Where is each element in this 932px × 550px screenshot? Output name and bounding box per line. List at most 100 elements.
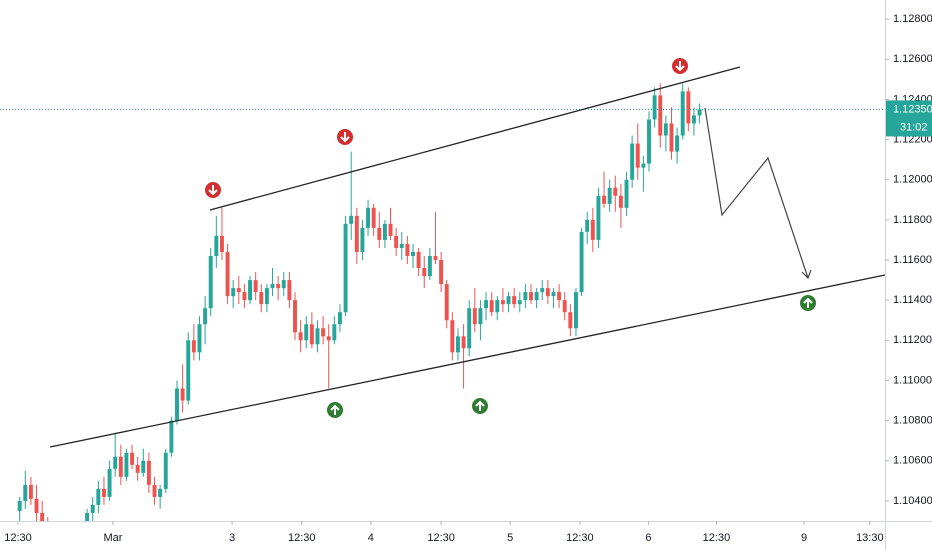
candle-body: [635, 143, 640, 168]
sell-signal: [337, 129, 353, 145]
candle-body: [489, 300, 494, 313]
candle-body: [433, 255, 438, 260]
candle-body: [444, 284, 449, 321]
candle-body: [17, 500, 22, 511]
candle-body: [349, 215, 354, 224]
plot-area: [0, 83, 885, 521]
candle-body: [697, 109, 702, 116]
candle-body: [343, 223, 348, 313]
x-tick-label: 12:30: [4, 532, 32, 544]
y-tick-label: 1.12800: [893, 13, 932, 25]
candle-body: [545, 288, 550, 297]
candle-body: [394, 235, 399, 248]
last-price-box: [886, 100, 932, 137]
candle-body: [534, 292, 539, 301]
x-tick-label: 9: [801, 532, 807, 544]
candle-body: [652, 95, 657, 120]
candle-body: [96, 488, 101, 505]
candle-body: [568, 312, 573, 329]
candle-body: [399, 243, 404, 248]
candle-body: [484, 300, 489, 309]
candle-body: [214, 235, 219, 256]
candle-body: [175, 388, 179, 421]
candle-body: [293, 300, 297, 333]
candle-body: [663, 123, 668, 136]
x-tick-label: 12:30: [288, 532, 316, 544]
candle-body: [225, 251, 230, 297]
drawings: [49, 58, 886, 448]
candle-body: [523, 292, 528, 301]
candle-body: [287, 280, 292, 301]
sell-signal: [672, 58, 688, 74]
x-tick-label: 13:30: [856, 532, 884, 544]
candle-body: [551, 292, 556, 297]
candle-body: [467, 308, 472, 349]
y-tick-label: 1.11200: [893, 334, 932, 346]
x-tick-label: 4: [368, 532, 374, 544]
y-tick-label: 1.10800: [893, 415, 932, 427]
candle-body: [191, 340, 196, 353]
countdown-label: 31:02: [900, 121, 928, 133]
y-tick-label: 1.11600: [893, 254, 932, 266]
candle-body: [158, 488, 163, 497]
candle-body: [579, 231, 584, 293]
candle-body: [607, 187, 612, 204]
candle-body: [691, 115, 696, 124]
x-tick-label: 6: [645, 532, 651, 544]
candle-body: [337, 312, 342, 325]
candle-body: [680, 91, 685, 136]
candle-body: [624, 179, 629, 208]
candle-body: [455, 336, 460, 353]
candle-body: [377, 227, 382, 240]
candle-body: [259, 292, 264, 305]
candle-body: [422, 268, 427, 277]
candle-body: [321, 328, 326, 337]
candle-body: [253, 280, 258, 293]
candle-body: [630, 143, 635, 180]
candle-body: [141, 460, 146, 473]
candle-body: [152, 484, 157, 497]
candle-body: [602, 195, 607, 204]
candle-body: [304, 324, 309, 341]
candle-body: [517, 300, 522, 305]
y-tick-label: 1.12600: [893, 53, 932, 65]
candle-body: [186, 340, 191, 401]
candle-body: [231, 288, 236, 297]
candle-body: [585, 219, 590, 232]
candle-body: [236, 288, 241, 293]
y-tick-label: 1.10400: [893, 495, 932, 507]
candle-body: [529, 292, 533, 301]
candle-body: [281, 280, 286, 289]
candle-body: [686, 91, 691, 124]
candle-body: [101, 488, 106, 497]
x-tick-label: 12:30: [427, 532, 455, 544]
candle-body: [647, 119, 651, 164]
sell-signal: [205, 182, 221, 198]
candle-body: [512, 296, 517, 305]
y-tick-label: 1.12200: [893, 133, 932, 145]
candle-body: [427, 255, 432, 277]
candle-body: [219, 235, 224, 252]
candle-body: [495, 300, 500, 313]
candle-body: [90, 504, 95, 513]
lower-trendline: [49, 274, 886, 448]
y-tick-label: 1.10600: [893, 455, 932, 467]
candle-body: [203, 308, 208, 325]
candle-body: [382, 223, 387, 240]
candle-body: [540, 288, 545, 293]
candle-body: [34, 498, 39, 513]
candle-body: [613, 187, 618, 196]
candle-body: [658, 95, 663, 136]
candle-body: [270, 284, 275, 289]
x-tick-label: 5: [507, 532, 513, 544]
candle-body: [23, 484, 28, 501]
y-tick-label: 1.11800: [893, 214, 932, 226]
candle-body: [315, 328, 320, 345]
candle-body: [366, 207, 371, 228]
candle-body: [28, 484, 33, 499]
candle-body: [298, 332, 303, 341]
candle-body: [478, 308, 483, 325]
candle-body: [388, 223, 393, 236]
candle-body: [208, 255, 213, 309]
